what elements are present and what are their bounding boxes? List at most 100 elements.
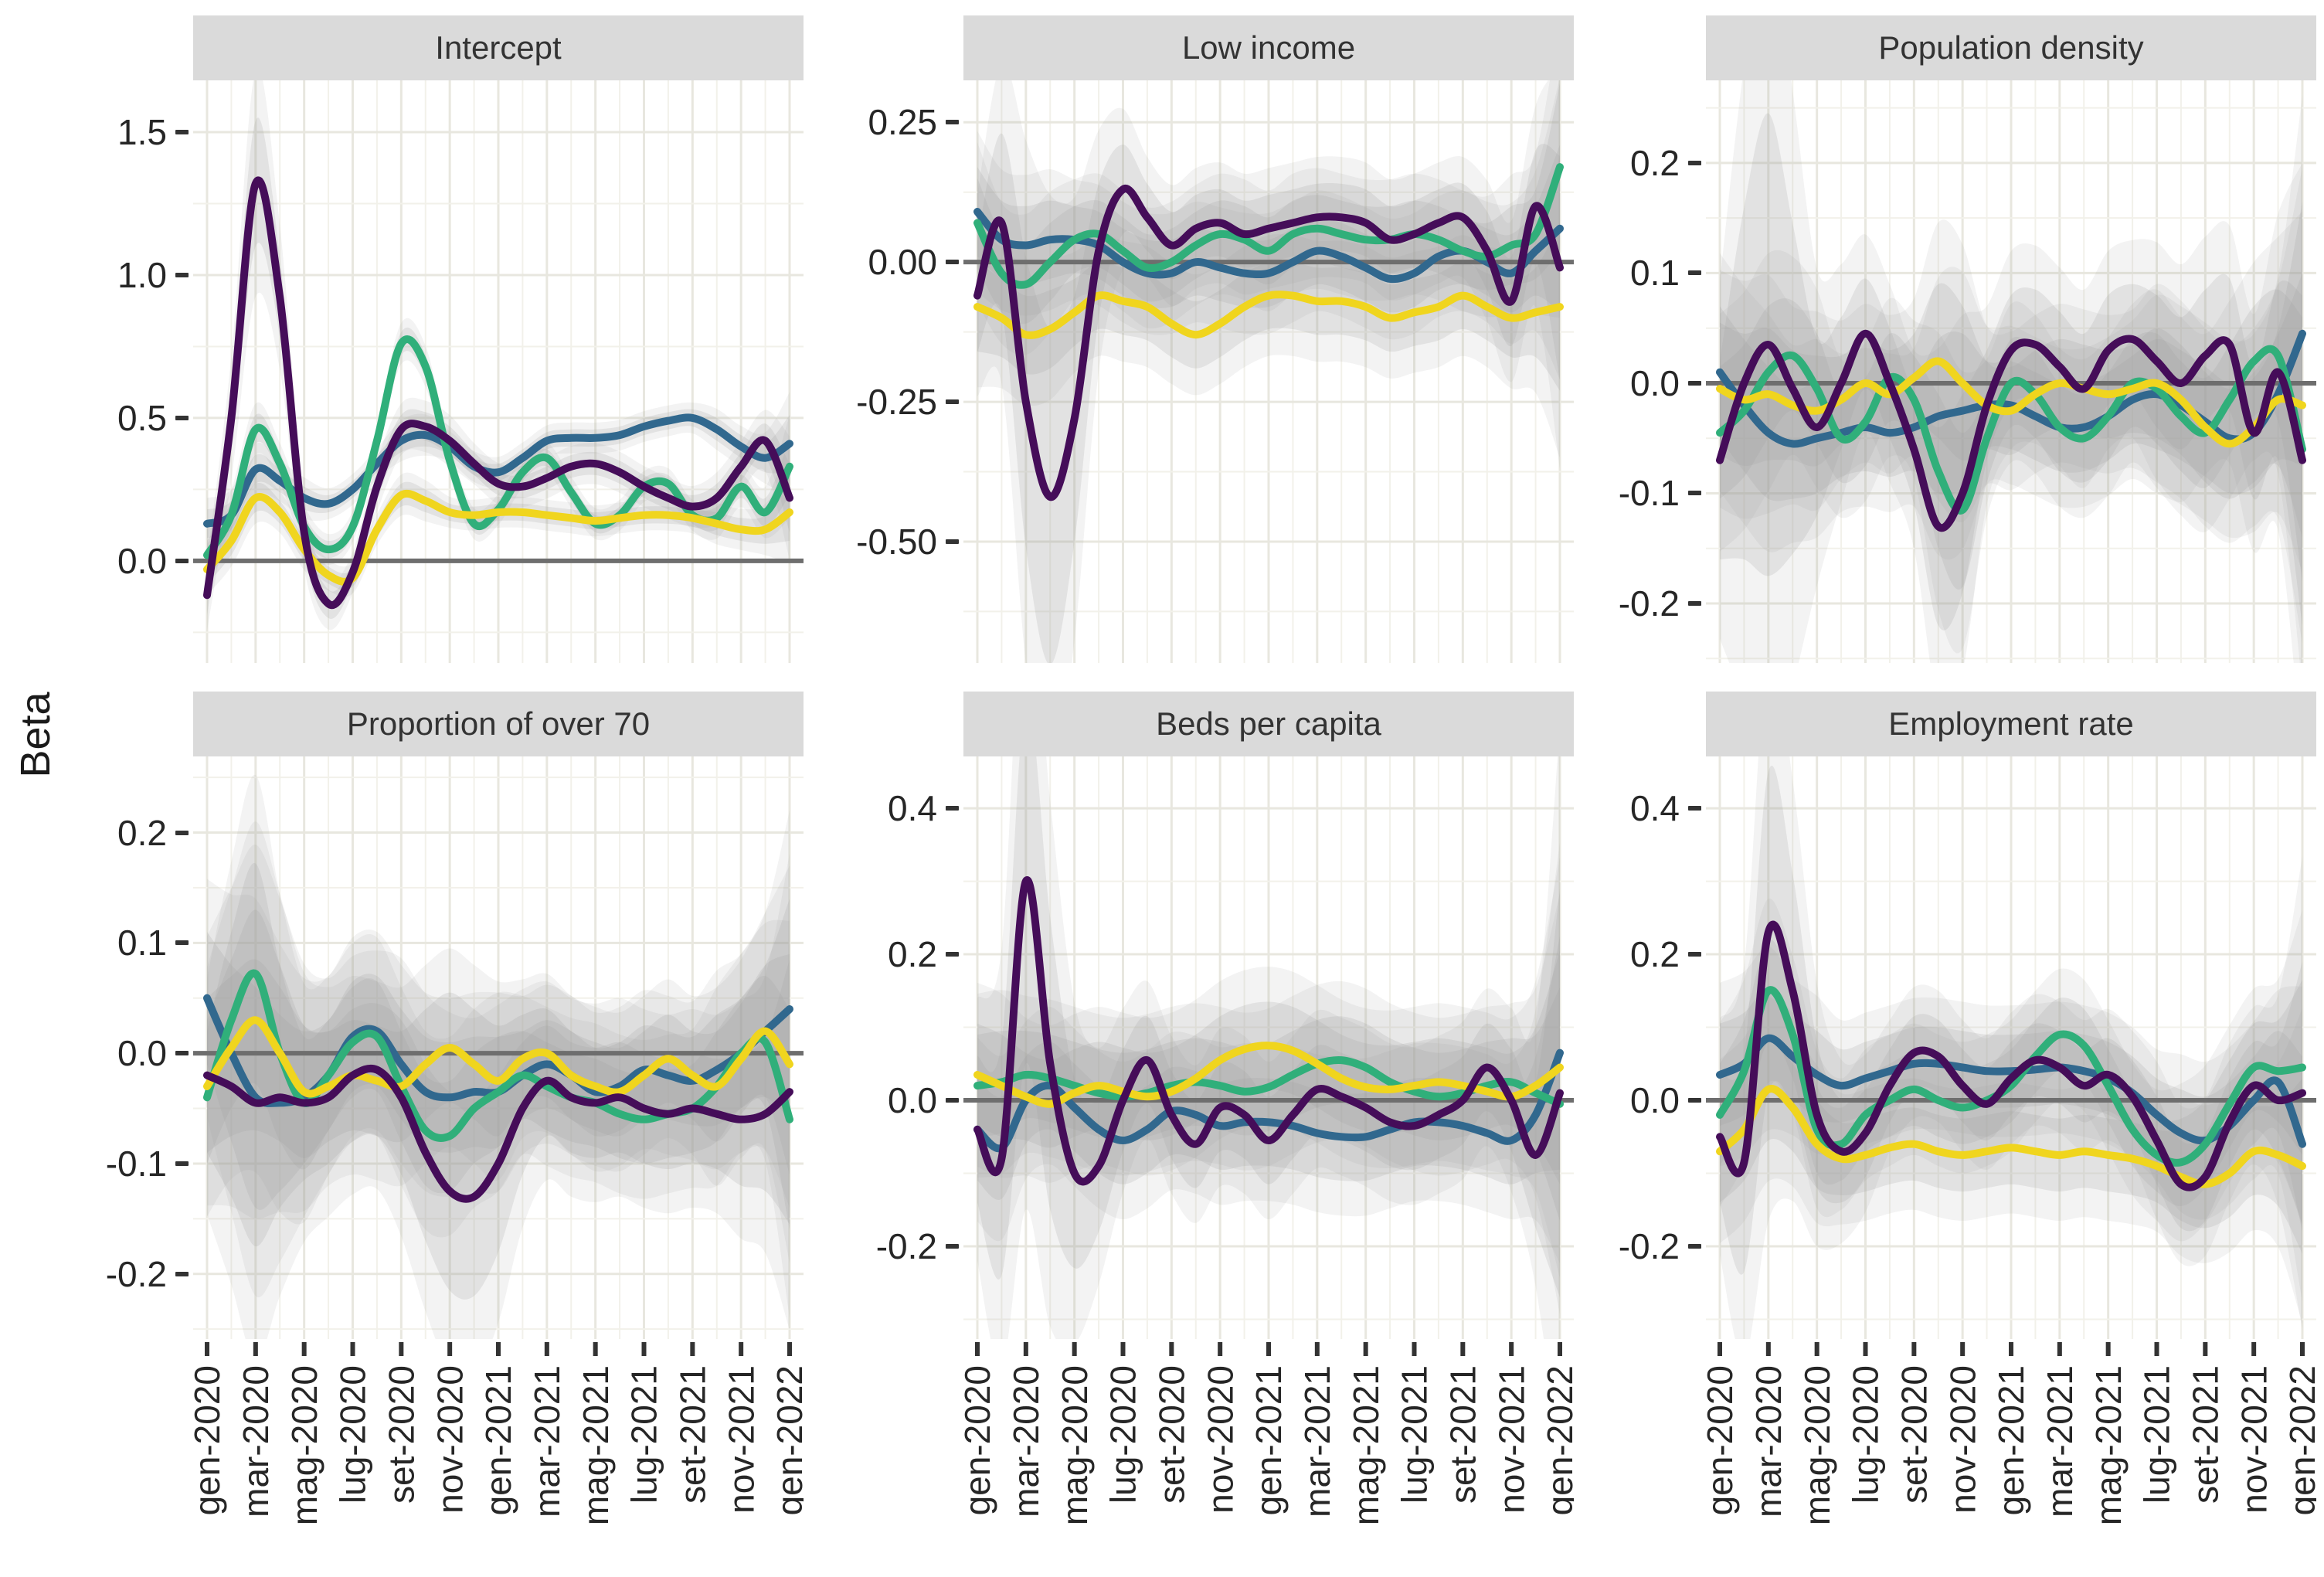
panel-strip: Intercept (193, 15, 804, 80)
x-tick-label: set-2020 (1151, 1365, 1191, 1504)
x-tick-label: mag-2020 (284, 1365, 324, 1525)
x-tick-label: mag-2020 (1797, 1365, 1837, 1525)
x-tick-mark (2251, 1342, 2257, 1356)
x-tick-label: set-2021 (2185, 1365, 2225, 1504)
x-tick-mark (2105, 1342, 2111, 1356)
x-tick-mark (205, 1342, 209, 1356)
y-tick-mark (1688, 1098, 1701, 1103)
y-axis: 0.2 0.1 0.0 -0.1 -0.2 (1602, 80, 1706, 663)
x-tick-mark (1960, 1342, 1966, 1356)
y-axis: 0.4 0.2 0.0 -0.2 (1602, 756, 1706, 1339)
x-tick-label: nov-2021 (721, 1365, 761, 1514)
x-axis: gen-2020 mar-2020 mag-2020 lug-2020 set-2020… (963, 1342, 1574, 1525)
x-tick-mark (2300, 1342, 2305, 1356)
y-tick-label: 0.1 (1630, 253, 1680, 294)
x-tick-label: gen-2020 (193, 1365, 227, 1515)
x-tick-label: lug-2020 (1846, 1365, 1886, 1504)
y-tick-label: 0.0 (117, 540, 167, 581)
x-tick-mark (2203, 1342, 2208, 1356)
y-tick-mark (175, 1161, 189, 1166)
ci-band-green (207, 862, 790, 1230)
panel-strip-label: Low income (1181, 29, 1356, 66)
x-tick-label: gen-2021 (1249, 1365, 1289, 1515)
ci-band-yellow (1720, 997, 2302, 1324)
x-tick-mark (1460, 1342, 1466, 1356)
y-tick-label: 1.0 (117, 254, 167, 295)
panel-strip: Low income (963, 15, 1574, 80)
y-tick-label: 0.00 (868, 242, 937, 283)
x-tick-mark (1072, 1342, 1077, 1356)
y-tick-mark (1688, 491, 1701, 496)
ci-band-yellow (977, 857, 1560, 1278)
x-tick-mark (1558, 1342, 1562, 1356)
y-tick-mark (175, 129, 189, 134)
ci-band-green (977, 987, 1560, 1221)
x-tick-label: nov-2021 (2234, 1365, 2274, 1514)
panel-strip-label: Population density (1878, 29, 2144, 66)
x-tick-mark (1218, 1342, 1223, 1356)
panel-strip-label: Beds per capita (1156, 705, 1381, 742)
x-tick-label: set-2020 (1894, 1365, 1934, 1504)
panel-strip: Proportion of over 70 (193, 692, 804, 756)
ci-band-purple (1720, 113, 2302, 630)
y-tick-label: -0.1 (1618, 473, 1680, 514)
x-tick-mark (690, 1342, 695, 1356)
x-tick-mark (253, 1342, 258, 1356)
x-tick-mark (1314, 1342, 1320, 1356)
y-tick-label: -0.1 (105, 1143, 167, 1184)
x-tick-label: gen-2022 (1540, 1365, 1574, 1515)
x-tick-label: gen-2020 (1706, 1365, 1740, 1515)
x-tick-label: mag-2020 (1055, 1365, 1095, 1525)
x-tick-label: lug-2020 (333, 1365, 373, 1504)
ci-band-yellow (207, 481, 790, 590)
y-tick-label: -0.50 (856, 521, 937, 562)
y-tick-mark (946, 539, 959, 544)
y-tick-mark (1688, 806, 1701, 811)
x-tick-label: lug-2020 (1103, 1365, 1143, 1504)
x-tick-label: gen-2021 (478, 1365, 518, 1515)
x-tick-label: set-2021 (1442, 1365, 1483, 1504)
series-line-purple (203, 176, 793, 610)
panel-strip-label: Employment rate (1888, 705, 2134, 742)
x-tick-mark (301, 1342, 307, 1356)
x-tick-mark (1814, 1342, 1819, 1356)
panel-strip-label: Proportion of over 70 (346, 705, 651, 742)
ci-band-yellow (977, 223, 1560, 391)
x-tick-label: set-2020 (381, 1365, 421, 1504)
y-tick-mark (175, 1271, 189, 1276)
y-tick-label: 0.0 (1630, 362, 1680, 403)
x-tick-mark (1718, 1342, 1722, 1356)
ci-band-purple (207, 117, 790, 620)
y-tick-label: -0.2 (1618, 1226, 1680, 1266)
y-tick-mark (946, 1098, 959, 1103)
x-tick-label: gen-2021 (1991, 1365, 2031, 1515)
y-tick-label: 0.4 (888, 788, 937, 829)
series-line-blue (1716, 329, 2306, 448)
x-tick-label: lug-2021 (1395, 1365, 1435, 1504)
x-tick-label: mar-2020 (236, 1365, 276, 1518)
x-tick-mark (447, 1342, 453, 1356)
y-tick-label: 0.2 (1630, 142, 1680, 183)
x-tick-label: mar-2020 (1748, 1365, 1789, 1518)
series-line-blue (203, 413, 793, 528)
y-tick-label: -0.2 (1618, 583, 1680, 624)
y-tick-mark (175, 830, 189, 835)
y-axis: 0.25 0.00 -0.25 -0.50 (856, 80, 963, 663)
ci-band-yellow (977, 155, 1560, 458)
ci-band-green (977, 80, 1560, 355)
y-tick-label: 0.5 (117, 397, 167, 438)
x-tick-label: nov-2020 (1942, 1365, 1983, 1514)
x-tick-mark (739, 1342, 744, 1356)
y-tick-label: 1.5 (117, 111, 167, 152)
ci-band-purple (207, 80, 790, 631)
y-tick-label: 0.2 (888, 934, 937, 975)
series-line-yellow (973, 1042, 1564, 1108)
y-tick-mark (1688, 952, 1701, 957)
ci-band-green (1720, 211, 2302, 663)
y-tick-label: 0.2 (117, 812, 167, 853)
panel-strip: Population density (1706, 15, 2316, 80)
x-tick-mark (1765, 1342, 1771, 1356)
x-tick-label: nov-2020 (1200, 1365, 1240, 1514)
x-tick-label: mag-2021 (2088, 1365, 2129, 1525)
